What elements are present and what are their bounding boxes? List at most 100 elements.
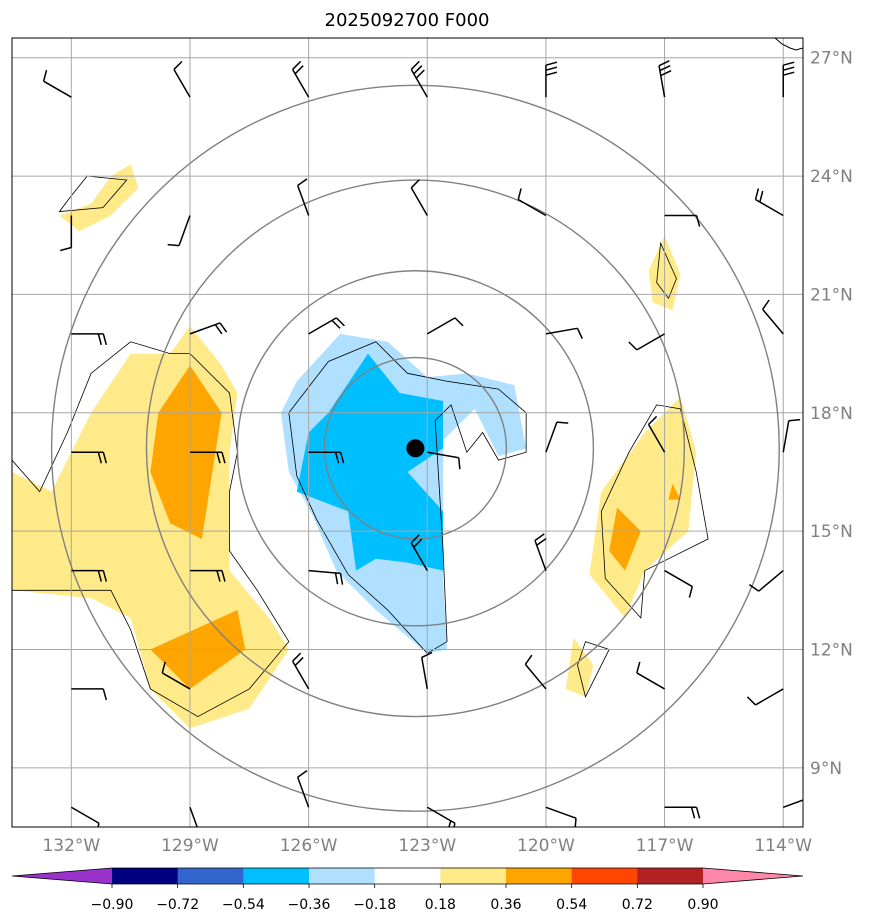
wind-barb xyxy=(647,415,666,453)
wind-barb xyxy=(628,333,665,351)
wind-barb xyxy=(664,214,701,227)
shaded-east-orange-core xyxy=(609,507,641,571)
wind-barb xyxy=(636,661,665,690)
wind-barb xyxy=(71,688,108,701)
shaded-west-orange-core xyxy=(150,365,222,540)
map-frame xyxy=(11,37,804,828)
wind-barb xyxy=(426,317,464,335)
latitude-labels: 9°N 12°N 15°N 18°N 21°N 24°N 27°N xyxy=(810,49,853,779)
colorbar-label: −0.54 xyxy=(222,897,265,913)
colorbar-label: −0.36 xyxy=(288,897,331,913)
wind-barb xyxy=(296,178,310,216)
central-contour xyxy=(288,341,527,654)
wind-barb xyxy=(291,652,310,690)
wind-barb xyxy=(664,806,701,819)
wind-barb xyxy=(189,807,198,827)
wind-barb xyxy=(524,654,547,690)
storm-center-marker xyxy=(406,439,425,458)
colorbar-label: −0.18 xyxy=(353,897,396,913)
lon-label: 129°W xyxy=(161,836,219,856)
shaded-east-orange-dot xyxy=(668,483,681,500)
longitude-labels: 132°W 129°W 126°W 123°W 120°W 117°W 114°W xyxy=(42,836,812,856)
range-ring xyxy=(145,179,686,718)
lat-label: 15°N xyxy=(810,522,853,542)
lat-label: 21°N xyxy=(810,285,853,305)
wind-barb xyxy=(658,60,672,98)
lon-label: 117°W xyxy=(636,836,694,856)
wind-barb xyxy=(296,770,310,808)
colorbar-segment xyxy=(112,868,179,884)
range-ring xyxy=(236,270,595,627)
lon-label: 132°W xyxy=(42,836,100,856)
colorbar-label: 0.54 xyxy=(556,897,587,913)
lat-label: 24°N xyxy=(810,167,853,187)
wind-barb xyxy=(189,569,226,582)
colorbar: −0.90 −0.72 −0.54 −0.36 −0.18 0.18 0.36 0.54 0.7… xyxy=(11,867,804,913)
northwest-contour xyxy=(58,175,128,213)
colorbar-label: 0.90 xyxy=(687,897,718,913)
coastline xyxy=(774,38,803,51)
colorbar-segment xyxy=(177,868,244,884)
lon-label: 114°W xyxy=(754,836,812,856)
lon-label: 123°W xyxy=(398,836,456,856)
colorbar-segment xyxy=(309,868,376,884)
colorbar-label: 0.36 xyxy=(490,897,521,913)
wind-barb xyxy=(782,799,803,808)
wind-barb xyxy=(173,60,191,98)
wind-barb xyxy=(71,451,108,464)
wind-barb xyxy=(308,451,345,464)
wind-barb xyxy=(420,651,433,690)
map-plot-area xyxy=(12,38,803,827)
wind-barb xyxy=(664,569,694,598)
chart-title: 2025092700 F000 xyxy=(325,10,490,31)
wind-barb xyxy=(534,533,547,571)
wind-barb xyxy=(748,570,784,592)
wind-barb xyxy=(762,299,784,335)
colorbar-extend-low xyxy=(12,868,112,884)
wind-barb xyxy=(70,806,100,827)
wind-barb xyxy=(71,569,108,582)
wind-barb xyxy=(291,60,310,98)
colorbar-label: −0.90 xyxy=(91,897,134,913)
colorbar-segment xyxy=(571,868,638,884)
wind-barb xyxy=(545,806,577,827)
shaded-northwest-patch xyxy=(59,164,139,232)
wind-barb xyxy=(545,421,569,453)
wind-barb xyxy=(427,451,461,470)
colorbar-segment xyxy=(243,868,310,884)
wind-barb xyxy=(426,806,456,827)
lat-label: 27°N xyxy=(810,49,853,69)
southeast-contour xyxy=(577,641,610,698)
wind-barb xyxy=(71,333,108,346)
wind-barb xyxy=(161,661,191,690)
wind-barb xyxy=(308,317,345,335)
colorbar-label: 0.18 xyxy=(425,897,456,913)
shaded-east-positive-band xyxy=(589,396,697,618)
wind-barb xyxy=(308,569,344,585)
wind-barb xyxy=(782,61,795,98)
colorbar-label: −0.72 xyxy=(156,897,199,913)
colorbar-segment xyxy=(506,868,573,884)
wind-barb xyxy=(410,179,428,216)
wind-barb xyxy=(189,451,226,464)
wind-barb xyxy=(410,534,428,571)
wind-barb xyxy=(167,215,191,247)
range-ring xyxy=(50,84,780,812)
wind-barb xyxy=(545,61,558,98)
northeast-contour xyxy=(656,241,677,300)
colorbar-label: 0.72 xyxy=(622,897,653,913)
wind-barb xyxy=(746,688,784,706)
wind-barb xyxy=(782,418,801,453)
colorbar-segment xyxy=(637,868,704,884)
wind-barb xyxy=(42,69,72,98)
shaded-west-positive-band xyxy=(12,325,289,729)
wind-barb xyxy=(517,188,547,217)
shaded-southeast-patch xyxy=(565,637,594,697)
lon-label: 126°W xyxy=(280,836,338,856)
colorbar-segment xyxy=(440,868,507,884)
wind-barb xyxy=(545,327,583,339)
wind-barb xyxy=(410,60,428,98)
colorbar-extend-high xyxy=(703,868,803,884)
colorbar-segment xyxy=(374,868,441,884)
